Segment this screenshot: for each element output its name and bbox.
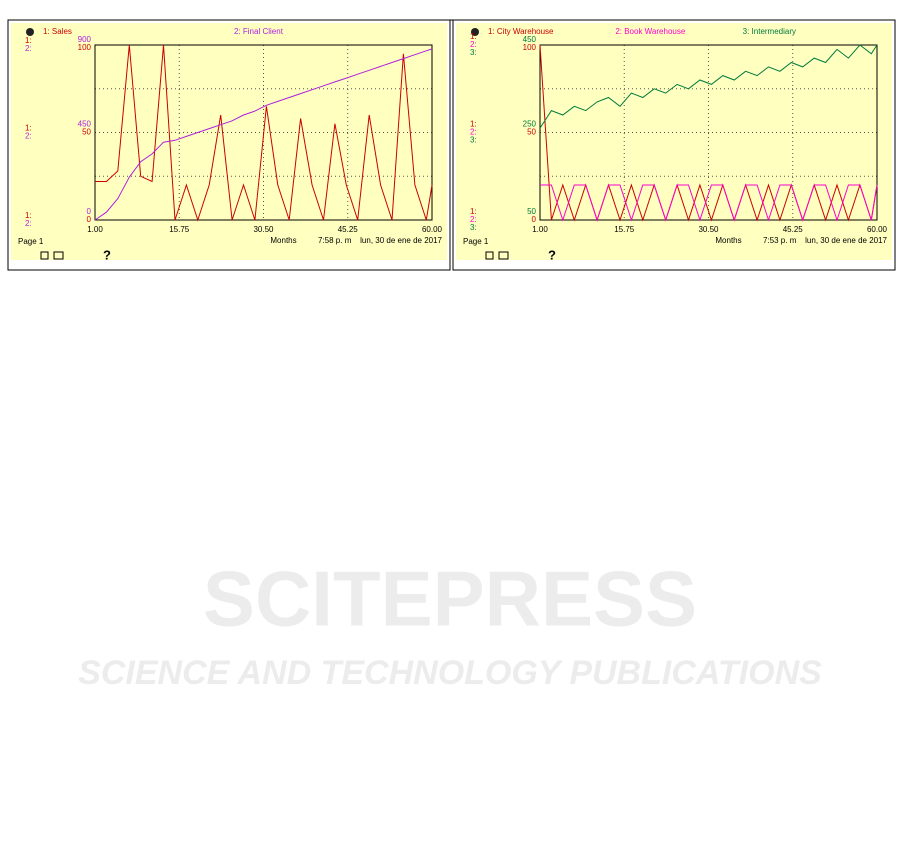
axis-key: 2:	[25, 219, 32, 228]
axis-key: 2:	[470, 215, 477, 224]
x-tick-label: 30.50	[253, 225, 274, 234]
y-tick-label: 0	[532, 215, 537, 224]
lock-icon	[485, 251, 494, 260]
series-line	[540, 184, 878, 222]
y-tick-label: 0	[87, 215, 92, 224]
plot-background	[11, 23, 447, 260]
axis-key: 1:	[25, 124, 32, 133]
y-tick-label: 50	[527, 207, 536, 216]
x-tick-label: 15.75	[614, 225, 635, 234]
help-icon[interactable]: ?	[548, 247, 556, 262]
legend-entry: 1: Sales	[43, 27, 72, 36]
panel	[452, 19, 896, 271]
app-icon	[471, 28, 479, 36]
watermark-title: SCITEPRESS	[203, 555, 697, 643]
lock-icon	[40, 251, 49, 260]
x-tick-label: 60.00	[867, 225, 888, 234]
date: lun, 30 de ene de 2017	[805, 236, 887, 245]
x-tick-label: 15.75	[169, 225, 190, 234]
axis-key: 1:	[470, 120, 477, 129]
legend-entry: 1: City Warehouse	[488, 27, 554, 36]
folder-icon	[498, 251, 509, 260]
legend-entry: 2: Final Client	[234, 27, 284, 36]
axis-key: 1:	[470, 32, 477, 41]
legend-entry: 2: Book Warehouse	[615, 27, 686, 36]
watermark-subtitle: SCIENCE AND TECHNOLOGY PUBLICATIONS	[78, 654, 822, 692]
y-tick-label: 0	[87, 207, 92, 216]
y-tick-label: 50	[82, 128, 91, 137]
axis-key: 3:	[470, 136, 477, 145]
axis-key: 2:	[470, 128, 477, 137]
y-tick-label: 250	[523, 120, 537, 129]
axis-key: 2:	[25, 132, 32, 141]
y-tick-label: 100	[523, 43, 537, 52]
app-icon	[26, 28, 34, 36]
axis-key: 2:	[25, 44, 32, 53]
x-tick-label: 45.25	[783, 225, 804, 234]
x-tick-label: 30.50	[698, 225, 719, 234]
plot-area	[539, 44, 878, 221]
panel	[7, 19, 451, 271]
plot-area	[94, 44, 433, 221]
series-line	[94, 48, 433, 221]
x-tick-label: 1.00	[532, 225, 548, 234]
x-tick-label: 1.00	[87, 225, 103, 234]
x-axis-label: Months	[715, 236, 741, 245]
axis-key: 3:	[470, 48, 477, 57]
axis-key: 1:	[25, 211, 32, 220]
x-tick-label: 45.25	[338, 225, 359, 234]
series-line	[539, 44, 878, 129]
x-tick-label: 60.00	[422, 225, 443, 234]
help-icon[interactable]: ?	[103, 247, 111, 262]
page-label: Page 1	[463, 237, 489, 246]
series-line	[95, 44, 433, 222]
y-tick-label: 100	[78, 43, 92, 52]
axis-key: 3:	[470, 223, 477, 232]
time: 7:53 p. m	[763, 236, 797, 245]
legend-entry: 3: Intermediary	[743, 27, 796, 36]
x-axis-label: Months	[270, 236, 296, 245]
page-label: Page 1	[18, 237, 44, 246]
axis-key: 1:	[25, 36, 32, 45]
date: lun, 30 de ene de 2017	[360, 236, 442, 245]
axis-key: 1:	[470, 207, 477, 216]
y-tick-label: 450	[78, 120, 92, 129]
y-tick-label: 450	[523, 35, 537, 44]
axis-key: 2:	[470, 40, 477, 49]
time: 7:58 p. m	[318, 236, 352, 245]
plot-background	[456, 23, 892, 260]
y-tick-label: 900	[78, 35, 92, 44]
y-tick-label: 50	[527, 128, 536, 137]
folder-icon	[53, 251, 64, 260]
